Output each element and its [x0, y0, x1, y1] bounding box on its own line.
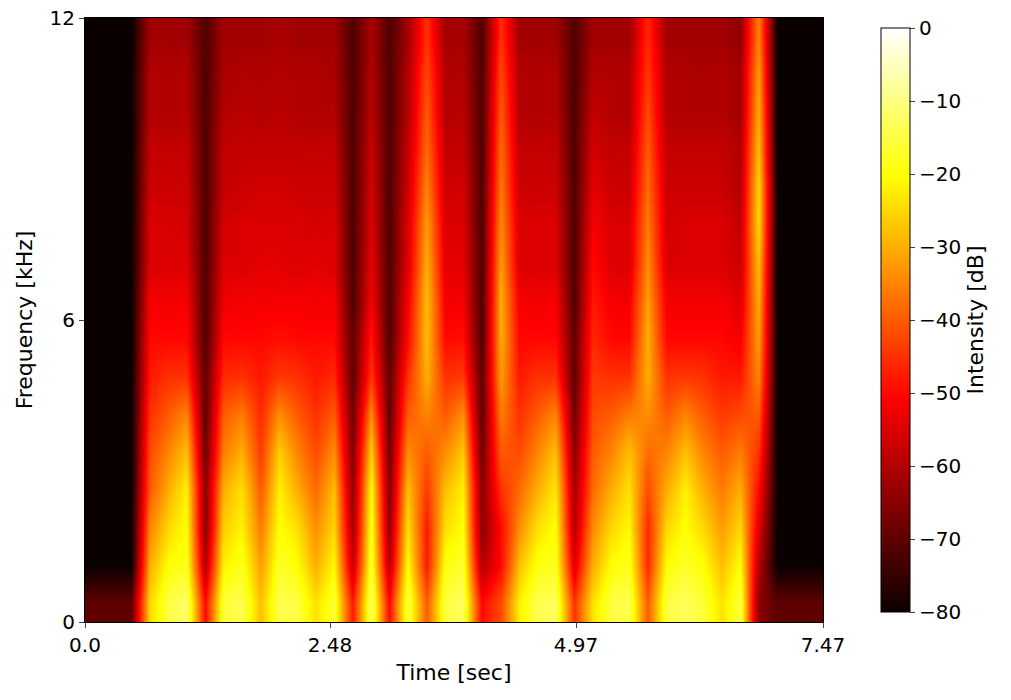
svg-text:Intensity [dB]: Intensity [dB] [963, 246, 988, 395]
svg-text:−10: −10 [919, 89, 961, 113]
svg-text:−70: −70 [919, 527, 961, 551]
svg-text:−40: −40 [919, 308, 961, 332]
svg-text:6: 6 [62, 308, 75, 332]
svg-text:Time [sec]: Time [sec] [395, 660, 511, 685]
svg-text:−20: −20 [919, 162, 961, 186]
svg-text:−50: −50 [919, 381, 961, 405]
svg-text:−30: −30 [919, 235, 961, 259]
svg-text:Frequency [kHz]: Frequency [kHz] [12, 231, 37, 410]
svg-text:12: 12 [50, 6, 75, 30]
svg-text:7.47: 7.47 [801, 633, 846, 657]
svg-text:−60: −60 [919, 454, 961, 478]
svg-text:0: 0 [62, 610, 75, 634]
svg-text:4.97: 4.97 [554, 633, 599, 657]
svg-text:−80: −80 [919, 600, 961, 624]
svg-text:2.48: 2.48 [308, 633, 353, 657]
svg-text:0: 0 [919, 16, 932, 40]
svg-text:0.0: 0.0 [69, 633, 101, 657]
